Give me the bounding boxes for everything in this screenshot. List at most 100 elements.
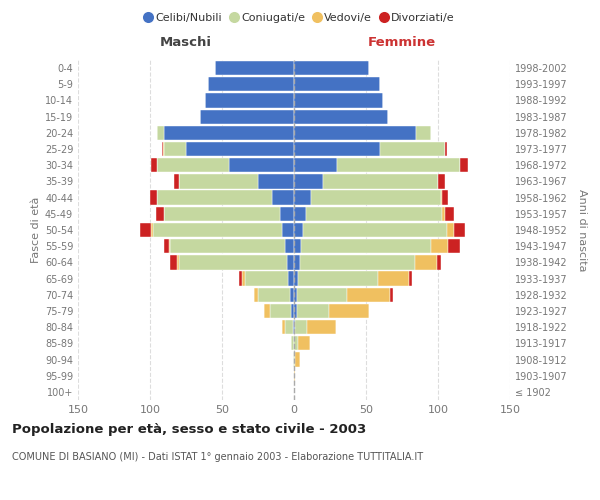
Bar bbox=[170, 256, 178, 270]
Bar bbox=[291, 336, 294, 350]
Bar bbox=[448, 239, 460, 254]
Bar bbox=[164, 206, 280, 221]
Bar bbox=[245, 272, 288, 285]
Bar bbox=[294, 206, 305, 221]
Bar bbox=[153, 223, 283, 237]
Bar bbox=[294, 94, 383, 108]
Bar bbox=[156, 206, 164, 221]
Bar bbox=[329, 304, 369, 318]
Bar bbox=[164, 142, 186, 156]
Bar bbox=[297, 304, 329, 318]
Bar bbox=[301, 239, 431, 254]
Bar bbox=[298, 272, 377, 285]
Bar bbox=[445, 206, 454, 221]
Bar bbox=[239, 272, 242, 285]
Bar bbox=[294, 368, 295, 383]
Text: Femmine: Femmine bbox=[368, 36, 436, 49]
Bar bbox=[264, 304, 269, 318]
Bar bbox=[416, 126, 431, 140]
Bar bbox=[294, 272, 298, 285]
Bar bbox=[287, 256, 294, 270]
Text: Popolazione per età, sesso e stato civile - 2003: Popolazione per età, sesso e stato civil… bbox=[12, 422, 366, 436]
Bar bbox=[294, 126, 416, 140]
Bar bbox=[294, 288, 297, 302]
Bar bbox=[294, 256, 300, 270]
Bar bbox=[288, 272, 294, 285]
Bar bbox=[294, 190, 311, 204]
Bar bbox=[293, 320, 294, 334]
Bar bbox=[157, 126, 164, 140]
Bar bbox=[294, 320, 295, 334]
Bar bbox=[175, 174, 179, 188]
Bar bbox=[311, 190, 441, 204]
Bar bbox=[454, 223, 466, 237]
Text: Maschi: Maschi bbox=[160, 36, 212, 49]
Bar bbox=[294, 239, 301, 254]
Bar bbox=[254, 288, 258, 302]
Bar bbox=[438, 174, 445, 188]
Bar bbox=[150, 190, 157, 204]
Bar bbox=[200, 110, 294, 124]
Bar bbox=[272, 190, 294, 204]
Bar bbox=[377, 272, 409, 285]
Bar bbox=[283, 320, 286, 334]
Bar bbox=[297, 288, 347, 302]
Bar bbox=[140, 223, 151, 237]
Bar bbox=[442, 206, 445, 221]
Bar bbox=[295, 352, 300, 366]
Bar bbox=[169, 239, 170, 254]
Bar bbox=[431, 239, 448, 254]
Bar bbox=[258, 174, 294, 188]
Bar bbox=[415, 256, 437, 270]
Bar bbox=[294, 352, 295, 366]
Y-axis label: Anni di nascita: Anni di nascita bbox=[577, 188, 587, 271]
Bar bbox=[163, 142, 164, 156]
Bar bbox=[442, 190, 448, 204]
Bar bbox=[391, 288, 394, 302]
Bar bbox=[294, 174, 323, 188]
Bar bbox=[179, 256, 287, 270]
Y-axis label: Fasce di età: Fasce di età bbox=[31, 197, 41, 263]
Bar bbox=[294, 223, 302, 237]
Bar bbox=[307, 320, 336, 334]
Bar bbox=[290, 288, 294, 302]
Bar bbox=[286, 239, 294, 254]
Bar bbox=[294, 158, 337, 172]
Bar bbox=[294, 77, 380, 92]
Bar bbox=[305, 206, 442, 221]
Bar bbox=[178, 256, 179, 270]
Bar bbox=[170, 239, 286, 254]
Bar bbox=[208, 77, 294, 92]
Bar bbox=[157, 158, 229, 172]
Bar bbox=[157, 190, 272, 204]
Bar bbox=[347, 288, 391, 302]
Legend: Celibi/Nubili, Coniugati/e, Vedovi/e, Divorziati/e: Celibi/Nubili, Coniugati/e, Vedovi/e, Di… bbox=[141, 8, 459, 27]
Bar bbox=[380, 142, 445, 156]
Text: COMUNE DI BASIANO (MI) - Dati ISTAT 1° gennaio 2003 - Elaborazione TUTTITALIA.IT: COMUNE DI BASIANO (MI) - Dati ISTAT 1° g… bbox=[12, 452, 423, 462]
Bar bbox=[205, 94, 294, 108]
Bar bbox=[164, 126, 294, 140]
Bar bbox=[242, 272, 245, 285]
Bar bbox=[258, 288, 290, 302]
Bar bbox=[337, 158, 460, 172]
Bar bbox=[164, 239, 169, 254]
Bar bbox=[300, 256, 415, 270]
Bar bbox=[229, 158, 294, 172]
Bar bbox=[441, 190, 442, 204]
Bar bbox=[269, 304, 291, 318]
Bar bbox=[151, 223, 153, 237]
Bar bbox=[161, 142, 163, 156]
Bar bbox=[294, 304, 297, 318]
Bar bbox=[179, 174, 258, 188]
Bar bbox=[215, 61, 294, 75]
Bar bbox=[445, 142, 446, 156]
Bar bbox=[280, 206, 294, 221]
Bar bbox=[294, 61, 369, 75]
Bar bbox=[302, 223, 446, 237]
Bar bbox=[298, 336, 310, 350]
Bar bbox=[437, 256, 441, 270]
Bar bbox=[186, 142, 294, 156]
Bar bbox=[291, 304, 294, 318]
Bar bbox=[294, 110, 388, 124]
Bar bbox=[294, 336, 298, 350]
